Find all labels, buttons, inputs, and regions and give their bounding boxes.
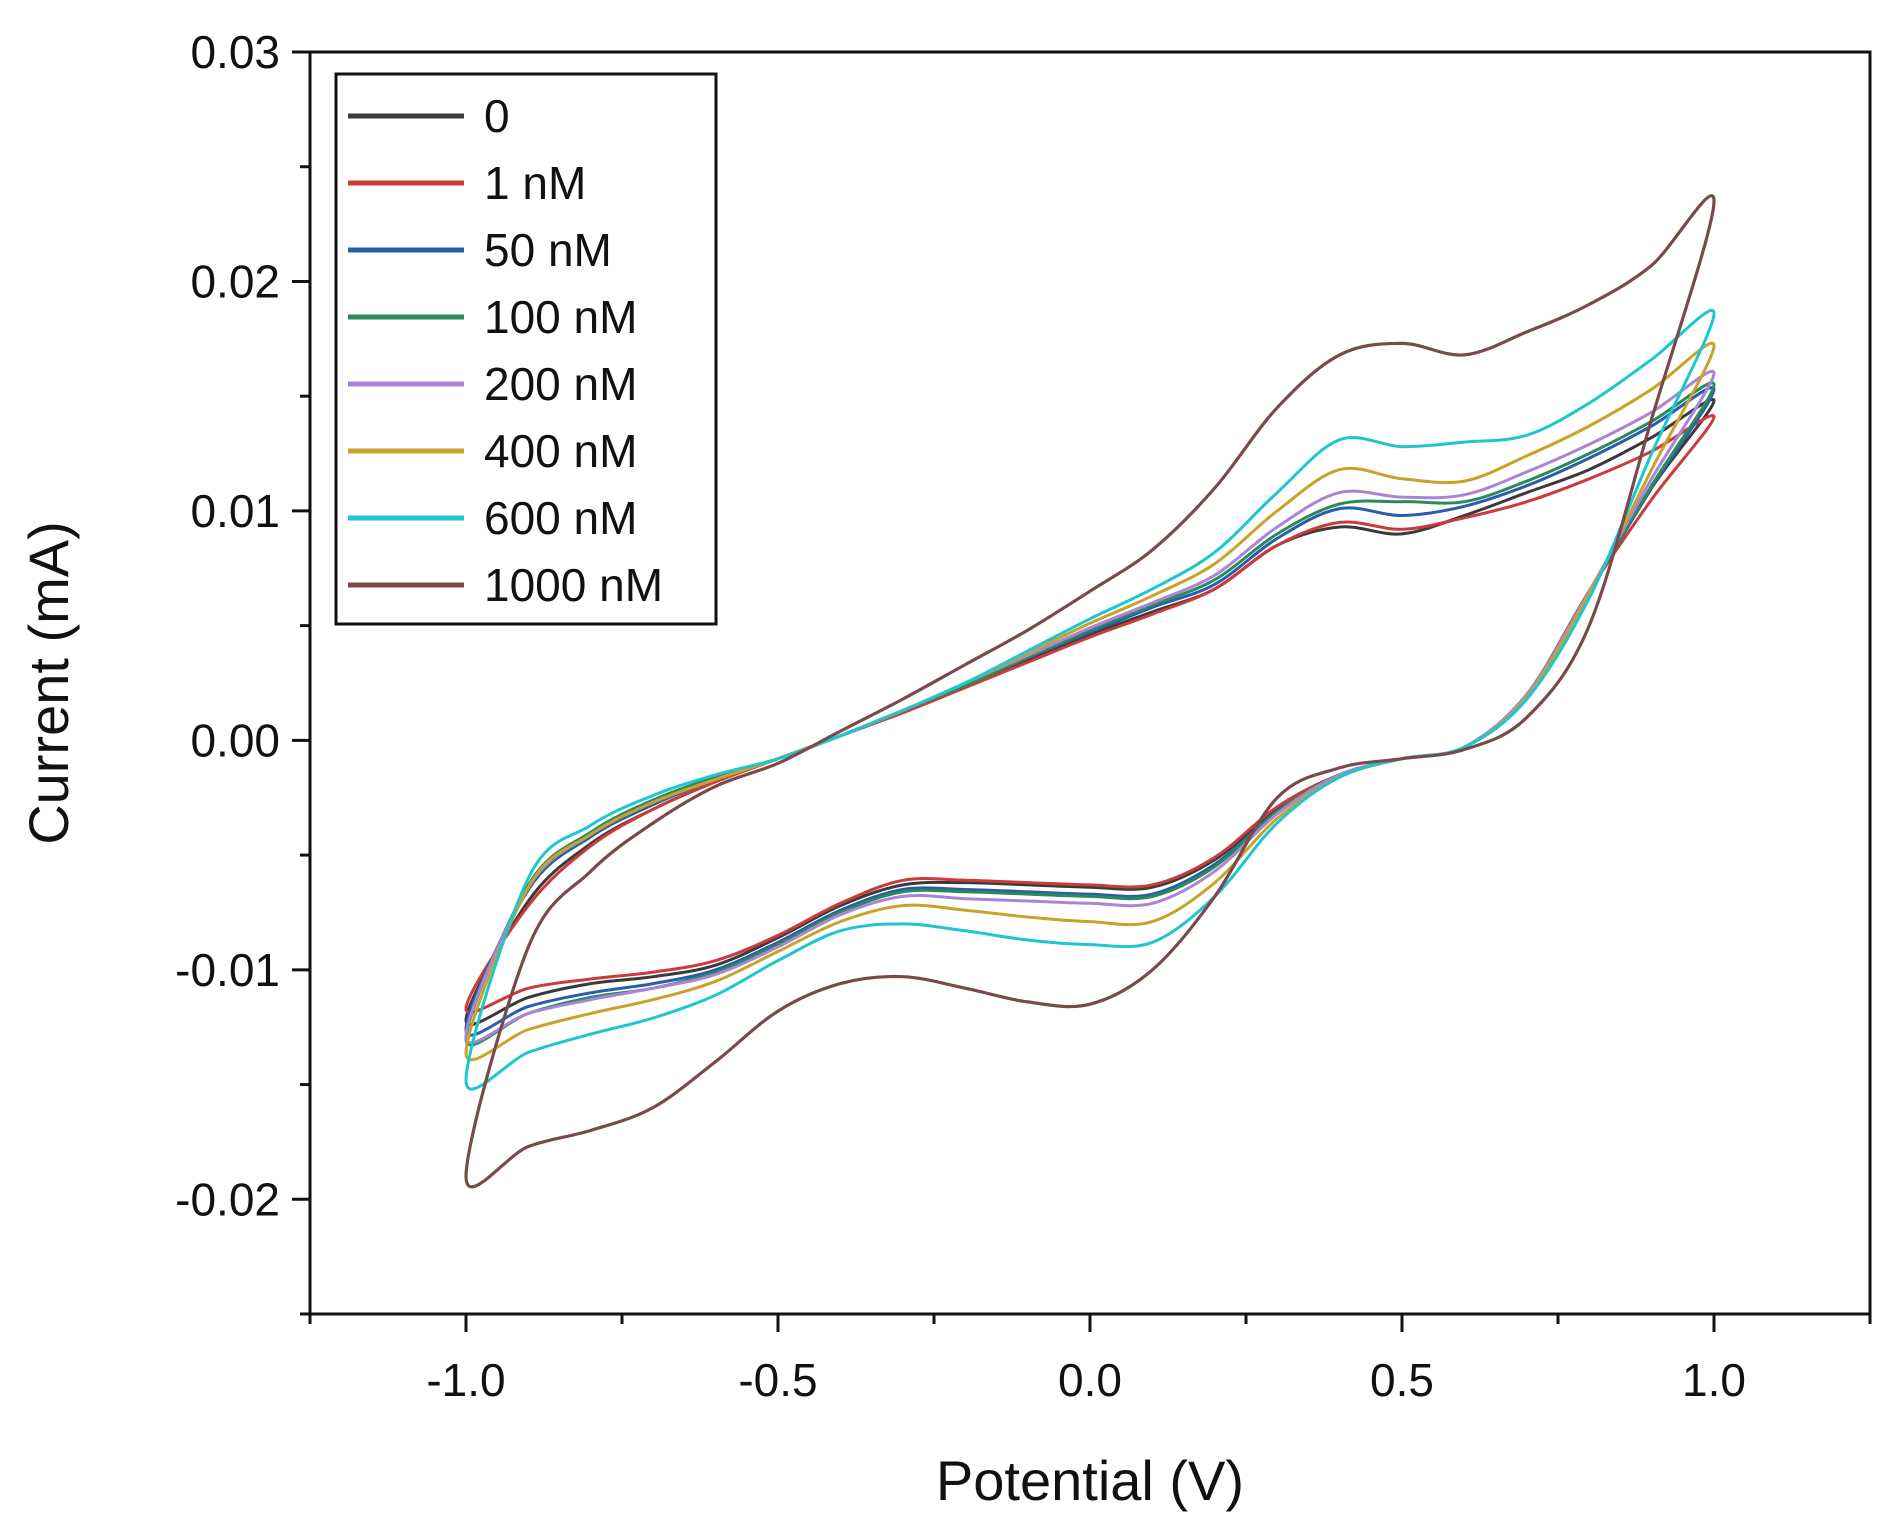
legend-box <box>334 72 718 626</box>
x-tick-label: 0.5 <box>1370 1354 1434 1406</box>
legend-label: 0 <box>484 90 510 142</box>
x-tick-label: 1.0 <box>1682 1354 1746 1406</box>
series-line-1000-nm <box>464 194 1716 1189</box>
y-tick-label: 0.00 <box>190 714 280 766</box>
y-tick-label: -0.02 <box>175 1173 280 1225</box>
y-tick-label: 0.02 <box>190 255 280 307</box>
legend-label: 50 nM <box>484 224 612 276</box>
y-axis-label: Current (mA) <box>17 521 80 845</box>
legend-label: 400 nM <box>484 425 637 477</box>
legend-label: 1 nM <box>484 157 586 209</box>
legend-label: 600 nM <box>484 492 637 544</box>
x-tick-label: 0.0 <box>1058 1354 1122 1406</box>
x-axis-ticks: -1.0 -0.5 0.0 0.5 1.0 <box>308 1314 1872 1406</box>
x-axis-label: Potential (V) <box>936 1449 1244 1512</box>
legend-label: 100 nM <box>484 291 637 343</box>
legend-label: 1000 nM <box>484 559 663 611</box>
y-tick-label: 0.03 <box>190 26 280 78</box>
series-line-600-nm <box>464 309 1716 1091</box>
y-axis-ticks: -0.02 -0.01 0.00 0.01 0.02 0.03 <box>175 26 310 1316</box>
y-tick-label: -0.01 <box>175 944 280 996</box>
x-tick-label: -0.5 <box>738 1354 817 1406</box>
legend: 0 1 nM 50 nM 100 nM 200 nM 400 nM 600 nM 1000 n… <box>334 72 718 626</box>
y-tick-label: 0.01 <box>190 485 280 537</box>
legend-label: 200 nM <box>484 358 637 410</box>
series-curves <box>464 194 1716 1189</box>
x-tick-label: -1.0 <box>426 1354 505 1406</box>
